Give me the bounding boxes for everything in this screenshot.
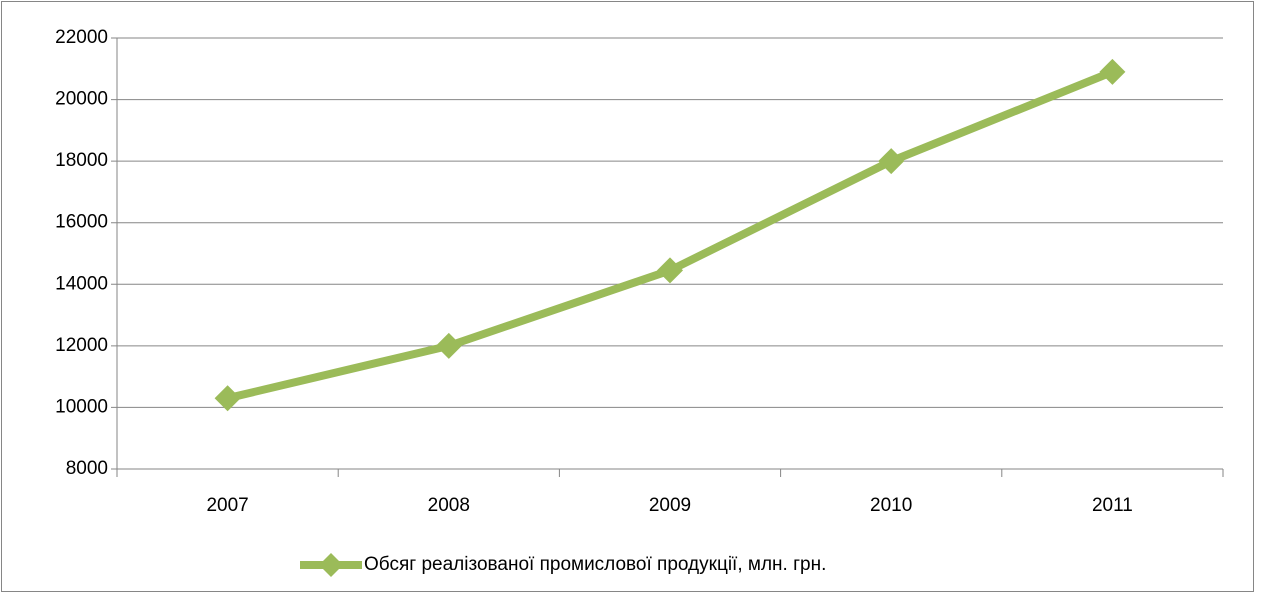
y-tick-label: 18000 (55, 150, 108, 171)
y-tick-label: 12000 (55, 335, 108, 356)
y-tick-label: 8000 (66, 458, 108, 479)
y-tick-label: 20000 (55, 89, 108, 110)
marker (878, 148, 905, 175)
legend-label: Обсяг реалізованої промислової продукції… (364, 554, 826, 575)
x-tick-label: 2008 (428, 495, 470, 516)
marker (214, 385, 241, 412)
x-tick-label: 2010 (870, 495, 912, 516)
y-tick-label: 22000 (55, 27, 108, 48)
legend-marker (319, 553, 343, 577)
y-tick-label: 10000 (55, 396, 108, 417)
marker (1099, 58, 1126, 85)
marker (435, 332, 462, 359)
y-tick-label: 14000 (55, 273, 108, 294)
x-tick-label: 2009 (649, 495, 691, 516)
x-tick-label: 2011 (1092, 495, 1133, 516)
marker (657, 257, 683, 284)
x-tick-label: 2007 (206, 495, 248, 516)
y-tick-label: 16000 (55, 212, 108, 233)
